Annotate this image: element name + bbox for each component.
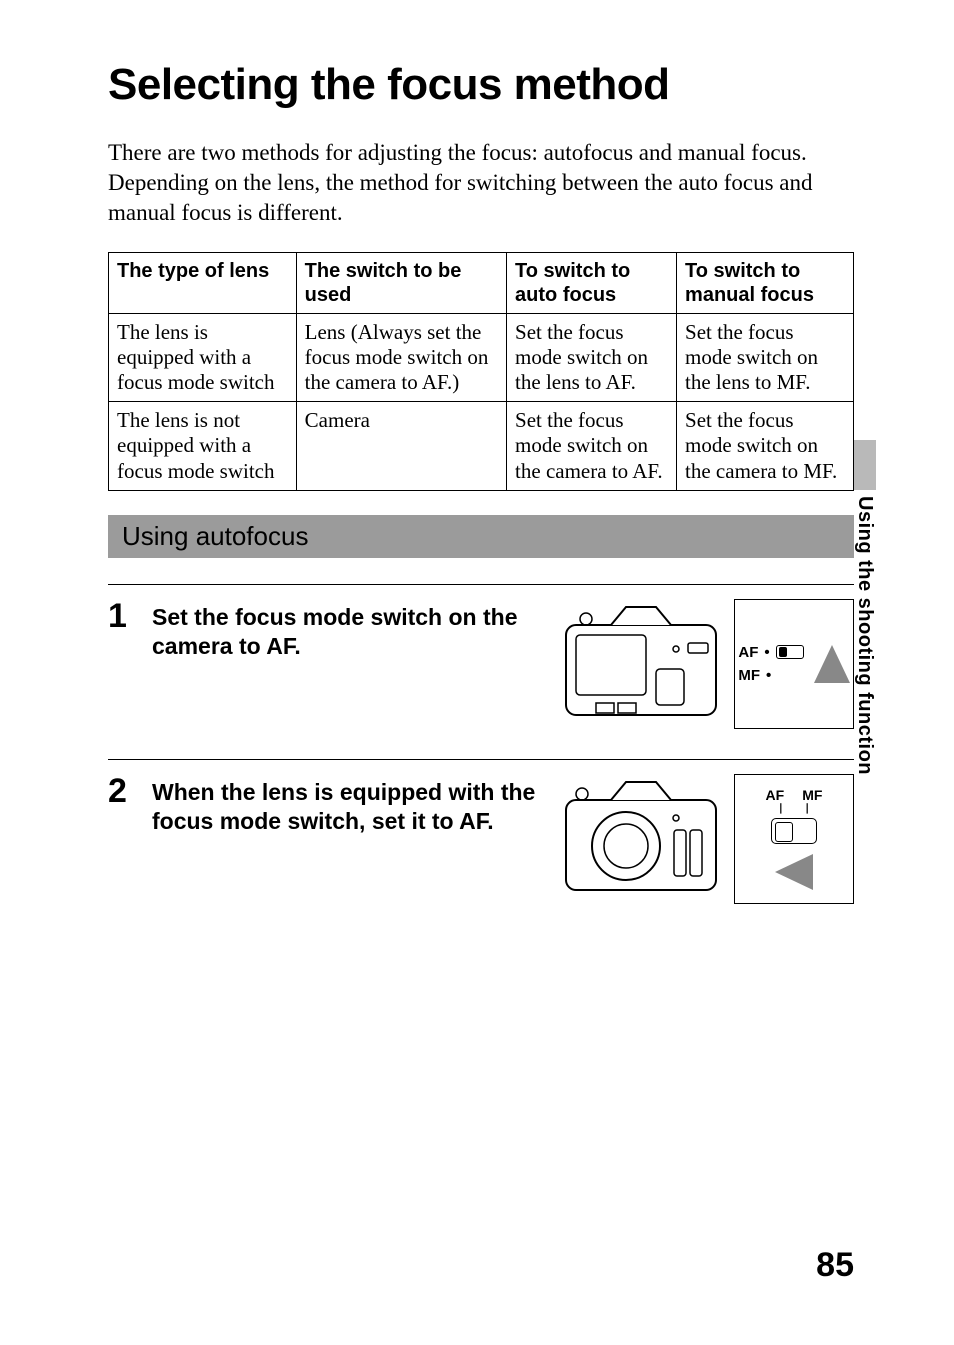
col-header: To switch to auto focus xyxy=(507,252,677,313)
table-row: The lens is equipped with a focus mode s… xyxy=(109,313,854,402)
step-2: 2 When the lens is equipped with the foc… xyxy=(108,759,854,904)
side-tab: Using the shooting function xyxy=(854,440,876,780)
switch-slider-icon xyxy=(776,645,804,659)
col-header: The type of lens xyxy=(109,252,297,313)
section-heading: Using autofocus xyxy=(108,515,854,558)
table-cell: The lens is equipped with a focus mode s… xyxy=(109,313,297,402)
af-label: AF xyxy=(766,787,785,803)
table-cell: Set the focus mode switch on the lens to… xyxy=(677,313,854,402)
table-cell: Set the focus mode switch on the camera … xyxy=(677,402,854,491)
mf-label: MF xyxy=(738,667,760,684)
table-cell: Set the focus mode switch on the lens to… xyxy=(507,313,677,402)
table-row: The lens is not equipped with a focus mo… xyxy=(109,402,854,491)
intro-paragraph: There are two methods for adjusting the … xyxy=(108,138,854,228)
camera-front-icon xyxy=(556,774,726,904)
page-title: Selecting the focus method xyxy=(108,60,854,110)
switch-slider-icon xyxy=(771,818,817,844)
page-number: 85 xyxy=(816,1246,854,1285)
step-1-figures: AF• MF• xyxy=(556,599,854,729)
col-header: To switch to manual focus xyxy=(677,252,854,313)
lens-focus-switch-diagram: AF MF ❘❘ xyxy=(734,774,854,904)
col-header: The switch to be used xyxy=(296,252,506,313)
focus-method-table: The type of lens The switch to be used T… xyxy=(108,252,854,491)
af-mf-switch-horizontal: AF MF ❘❘ xyxy=(766,787,823,890)
camera-focus-switch-diagram: AF• MF• xyxy=(734,599,854,729)
side-tab-marker xyxy=(854,440,876,490)
step-1: 1 Set the focus mode switch on the camer… xyxy=(108,584,854,729)
step-2-figures: AF MF ❘❘ xyxy=(556,774,854,904)
step-instruction: When the lens is equipped with the focus… xyxy=(152,774,538,904)
side-section-label: Using the shooting function xyxy=(854,490,876,775)
table-header-row: The type of lens The switch to be used T… xyxy=(109,252,854,313)
mf-label: MF xyxy=(802,787,822,803)
table-cell: Set the focus mode switch on the camera … xyxy=(507,402,677,491)
table-cell: Camera xyxy=(296,402,506,491)
arrow-left-icon xyxy=(775,854,813,890)
step-number: 2 xyxy=(108,774,134,904)
af-mf-switch-vertical: AF• MF• xyxy=(738,644,849,684)
step-instruction: Set the focus mode switch on the camera … xyxy=(152,599,538,729)
step-number: 1 xyxy=(108,599,134,729)
manual-page: Selecting the focus method There are two… xyxy=(0,0,954,1345)
arrow-up-icon xyxy=(814,645,850,683)
af-label: AF xyxy=(738,644,758,661)
table-cell: The lens is not equipped with a focus mo… xyxy=(109,402,297,491)
camera-back-icon xyxy=(556,599,726,729)
table-cell: Lens (Always set the focus mode switch o… xyxy=(296,313,506,402)
